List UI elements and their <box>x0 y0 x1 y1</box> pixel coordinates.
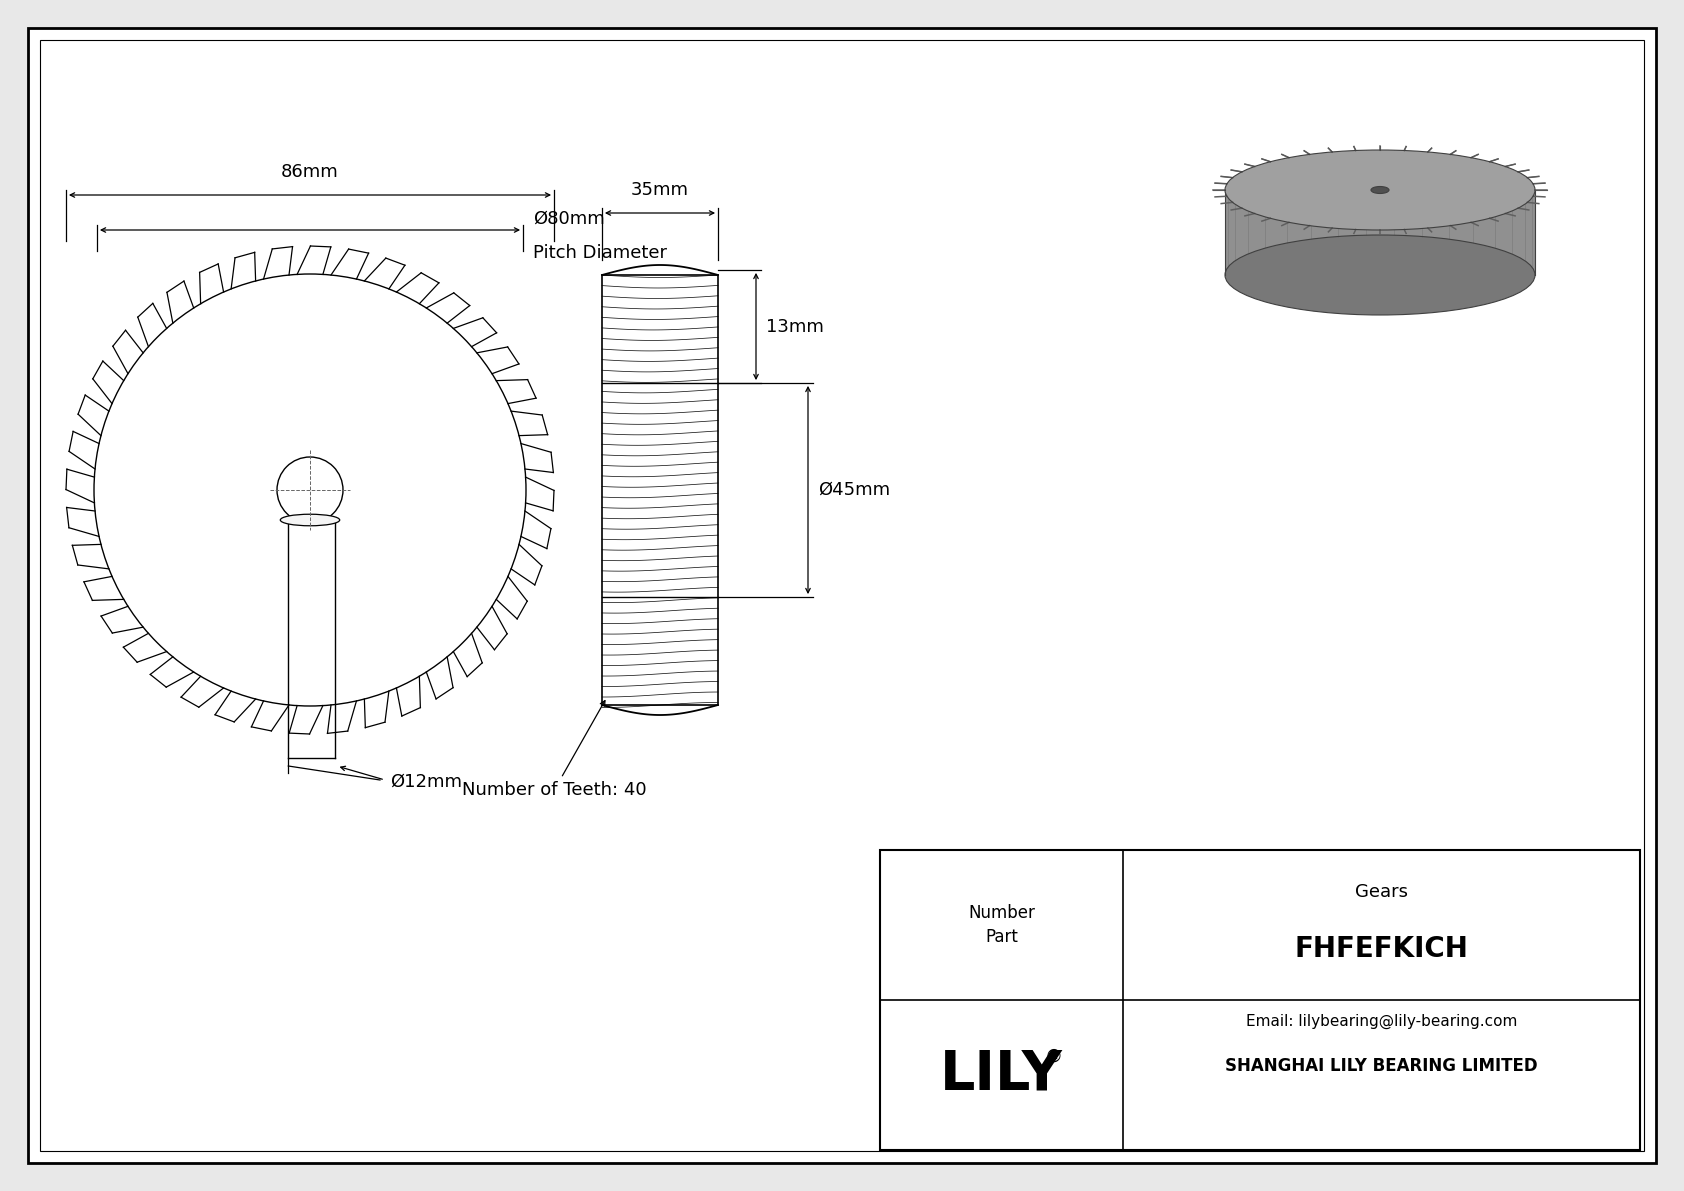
Text: Pitch Diameter: Pitch Diameter <box>534 244 667 262</box>
Text: FHFEFKICH: FHFEFKICH <box>1295 935 1468 964</box>
Text: 13mm: 13mm <box>766 318 823 336</box>
Text: Ø12mm: Ø12mm <box>391 773 461 791</box>
Bar <box>881 850 1640 1151</box>
Text: Ø45mm: Ø45mm <box>818 481 891 499</box>
Text: Number: Number <box>968 904 1036 922</box>
Text: SHANGHAI LILY BEARING LIMITED: SHANGHAI LILY BEARING LIMITED <box>1226 1056 1537 1075</box>
Ellipse shape <box>1224 235 1536 314</box>
Text: Part: Part <box>985 928 1019 946</box>
Ellipse shape <box>1224 150 1536 230</box>
Bar <box>601 275 717 705</box>
Circle shape <box>94 274 525 706</box>
Ellipse shape <box>1371 187 1389 193</box>
Text: ®: ® <box>1044 1048 1063 1066</box>
Ellipse shape <box>280 515 340 525</box>
Text: LILY: LILY <box>940 1048 1063 1102</box>
Text: Number of Teeth: 40: Number of Teeth: 40 <box>461 700 647 799</box>
Text: 86mm: 86mm <box>281 163 338 181</box>
Text: Email: lilybearing@lily-bearing.com: Email: lilybearing@lily-bearing.com <box>1246 1014 1517 1029</box>
Bar <box>1224 191 1536 275</box>
Circle shape <box>276 457 344 523</box>
Text: Ø80mm: Ø80mm <box>534 210 605 227</box>
Text: Gears: Gears <box>1356 883 1408 902</box>
Text: 35mm: 35mm <box>632 181 689 199</box>
